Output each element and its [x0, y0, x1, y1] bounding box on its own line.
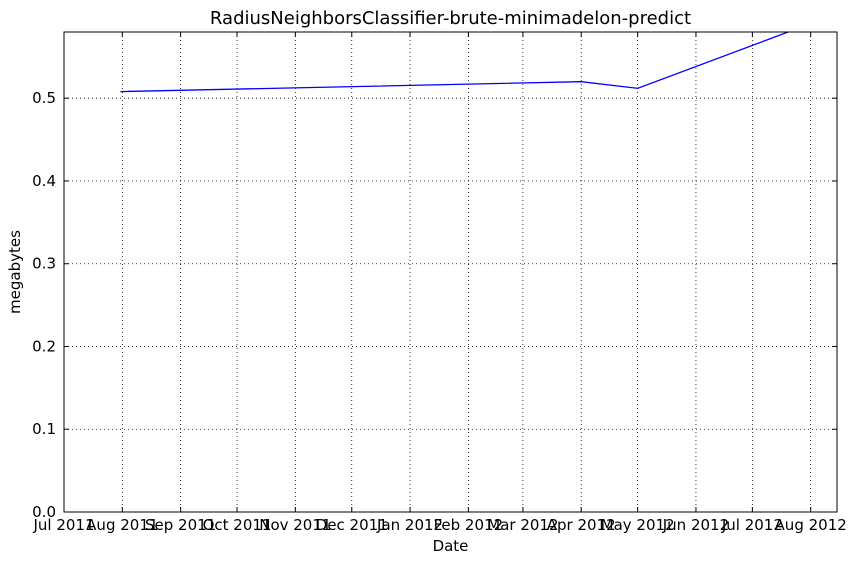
x-tick-label: Mar 2012 — [487, 516, 558, 534]
y-tick-label: 0.0 — [32, 503, 56, 521]
x-tick-label: Jan 2012 — [376, 516, 443, 534]
x-tick-label: Jul 2011 — [32, 516, 94, 534]
x-tick-label: Dec 2011 — [316, 516, 388, 534]
y-axis-title: megabytes — [6, 230, 24, 314]
x-tick-label: Apr 2012 — [547, 516, 616, 534]
chart-title: RadiusNeighborsClassifier-brute-minimade… — [210, 8, 691, 29]
x-tick-label: Feb 2012 — [434, 516, 504, 534]
x-tick-label: Jul 2012 — [721, 516, 783, 534]
y-tick-label: 0.1 — [32, 420, 56, 438]
y-tick-label: 0.4 — [32, 172, 56, 190]
x-tick-label: May 2012 — [601, 516, 675, 534]
y-tick-label: 0.2 — [32, 337, 56, 355]
x-tick-label: Oct 2011 — [203, 516, 272, 534]
x-tick-label: Aug 2011 — [86, 516, 158, 534]
series-layer — [120, 32, 789, 93]
y-tick-label: 0.3 — [32, 255, 56, 273]
x-tick-label: Nov 2011 — [259, 516, 331, 534]
y-tick-label: 0.5 — [32, 89, 56, 107]
grid — [63, 32, 837, 513]
x-tick-label: Aug 2012 — [775, 516, 847, 534]
series-line — [120, 32, 789, 93]
x-tick-label: Sep 2011 — [145, 516, 216, 534]
x-axis-title: Date — [433, 537, 469, 555]
x-tick-label: Jun 2012 — [662, 516, 729, 534]
plot-frame — [63, 31, 838, 513]
